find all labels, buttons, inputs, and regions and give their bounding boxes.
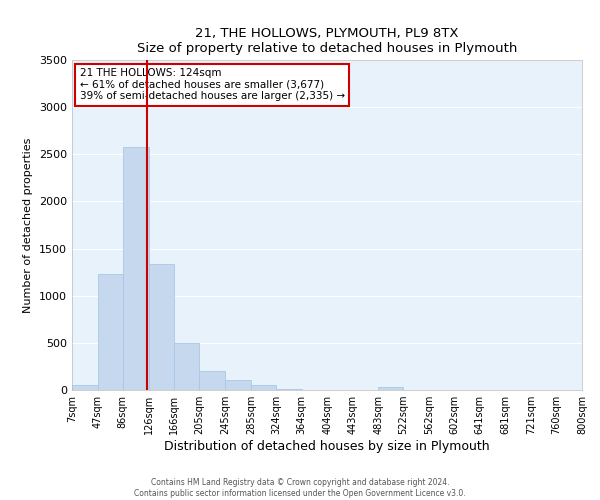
X-axis label: Distribution of detached houses by size in Plymouth: Distribution of detached houses by size … — [164, 440, 490, 453]
Text: Contains HM Land Registry data © Crown copyright and database right 2024.
Contai: Contains HM Land Registry data © Crown c… — [134, 478, 466, 498]
Bar — [72, 386, 98, 390]
Text: 21 THE HOLLOWS: 124sqm
← 61% of detached houses are smaller (3,677)
39% of semi-: 21 THE HOLLOWS: 124sqm ← 61% of detached… — [80, 68, 345, 102]
Y-axis label: Number of detached properties: Number of detached properties — [23, 138, 34, 312]
Bar — [174, 343, 199, 390]
Bar — [199, 371, 225, 390]
Bar — [123, 146, 149, 390]
Title: 21, THE HOLLOWS, PLYMOUTH, PL9 8TX
Size of property relative to detached houses : 21, THE HOLLOWS, PLYMOUTH, PL9 8TX Size … — [137, 26, 517, 54]
Bar — [251, 386, 276, 390]
Bar — [98, 274, 123, 390]
Bar — [225, 380, 251, 390]
Bar — [149, 264, 174, 390]
Bar — [276, 388, 302, 390]
Bar — [378, 387, 403, 390]
